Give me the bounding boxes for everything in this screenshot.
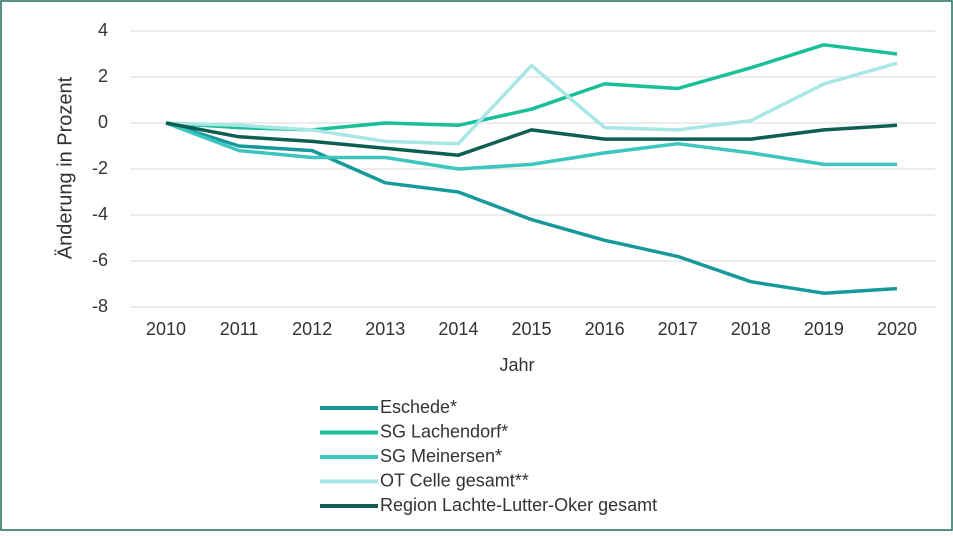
x-tick-label: 2010 bbox=[146, 319, 186, 339]
x-tick-label: 2012 bbox=[292, 319, 332, 339]
x-tick-label: 2020 bbox=[877, 319, 917, 339]
x-tick-label: 2016 bbox=[585, 319, 625, 339]
y-tick-label: -2 bbox=[92, 158, 108, 178]
series-line bbox=[165, 121, 898, 295]
x-tick-label: 2018 bbox=[731, 319, 771, 339]
series-line bbox=[165, 121, 897, 171]
x-tick-label: 2019 bbox=[804, 319, 844, 339]
y-tick-label: -6 bbox=[92, 250, 108, 270]
y-tick-label: 4 bbox=[98, 20, 108, 40]
y-tick-label: -8 bbox=[92, 296, 108, 316]
y-tick-label: -4 bbox=[92, 204, 108, 224]
legend-label: Region Lachte-Lutter-Oker gesamt bbox=[380, 495, 657, 515]
x-tick-label: 2014 bbox=[438, 319, 478, 339]
legend-label: Eschede* bbox=[380, 397, 457, 417]
x-tick-label: 2015 bbox=[511, 319, 551, 339]
legend-label: SG Lachendorf* bbox=[380, 421, 508, 441]
x-tick-label: 2011 bbox=[220, 319, 259, 339]
legend-label: SG Meinersen* bbox=[380, 446, 502, 466]
x-tick-label: 2013 bbox=[365, 319, 405, 339]
y-tick-label: 2 bbox=[98, 66, 108, 86]
x-axis-label: Jahr bbox=[499, 355, 534, 375]
y-tick-label: 0 bbox=[98, 112, 108, 132]
series-line bbox=[165, 61, 898, 146]
series-line bbox=[165, 121, 898, 157]
y-axis-label: Änderung in Prozent bbox=[54, 76, 76, 259]
legend-label: OT Celle gesamt** bbox=[380, 470, 529, 490]
x-tick-label: 2017 bbox=[658, 319, 698, 339]
